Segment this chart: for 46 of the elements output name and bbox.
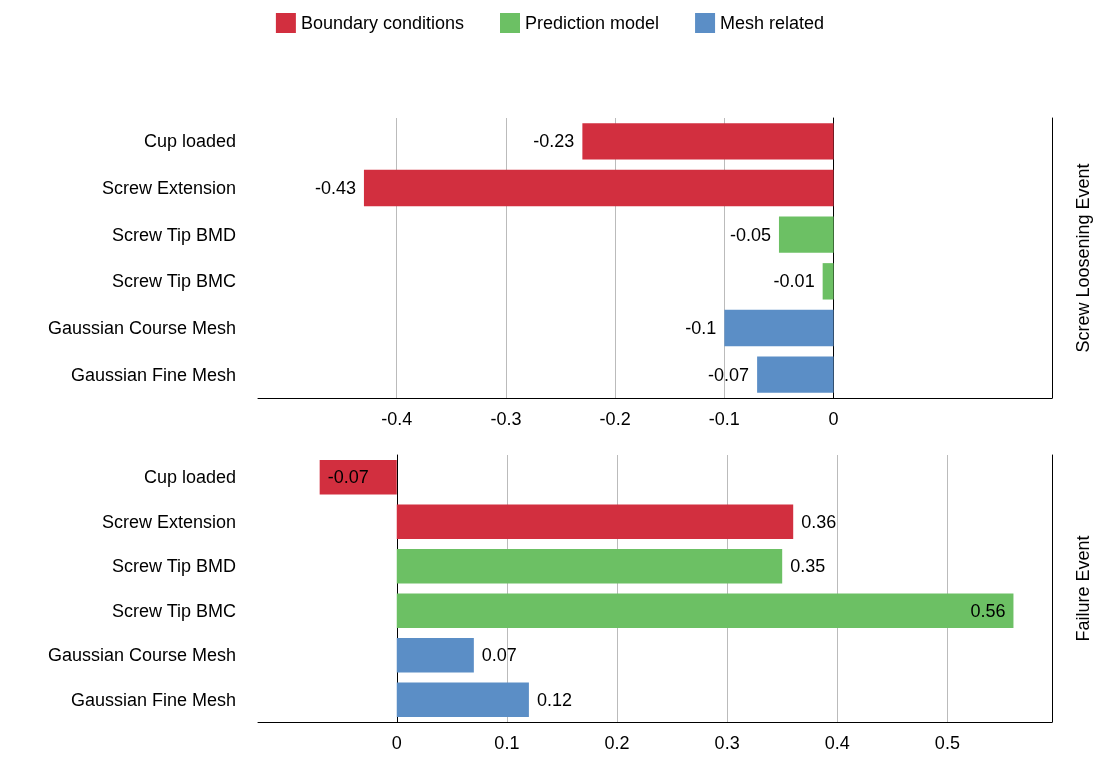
y-tick-label: Screw Tip BMD (111, 556, 236, 577)
bar (396, 682, 529, 718)
data-label: -0.23 (533, 131, 575, 152)
y-tick-label: Gaussian Fine Mesh (70, 364, 236, 385)
y-tick-label: Screw Extension (101, 511, 236, 532)
data-label: -0.07 (708, 364, 750, 385)
data-label: 0.56 (970, 600, 1006, 621)
x-tick-label: -0.1 (708, 409, 740, 429)
y2-axis-title: Screw Loosening Event (1073, 163, 1093, 353)
y-tick-label: Gaussian Fine Mesh (70, 689, 236, 710)
data-label: 0.12 (536, 689, 572, 710)
data-label: -0.07 (327, 467, 369, 488)
y-tick-label: Screw Tip BMD (111, 224, 236, 245)
y-tick-label: Gaussian Course Mesh (47, 318, 236, 338)
legend-label: Prediction model (524, 13, 660, 33)
x-tick-label: 0 (391, 733, 402, 753)
bar (396, 504, 794, 540)
x-tick-label: 0.5 (934, 733, 960, 753)
data-label: -0.43 (314, 178, 356, 198)
data-label: 0.35 (790, 556, 826, 577)
x-tick-label: 0 (828, 409, 839, 429)
y-tick-label: Gaussian Course Mesh (47, 645, 236, 666)
y-tick-label: Screw Extension (101, 178, 236, 198)
bar (396, 593, 1014, 629)
x-tick-label: -0.3 (490, 409, 522, 429)
data-label: -0.01 (773, 271, 815, 292)
data-label: 0.36 (801, 511, 837, 532)
legend-label: Mesh related (720, 13, 825, 33)
x-tick-label: 0.1 (494, 733, 520, 753)
x-tick-label: 0.3 (714, 733, 740, 753)
y2-axis-title: Failure Event (1073, 535, 1093, 642)
x-tick-label: -0.2 (599, 409, 631, 429)
x-tick-label: 0.4 (824, 733, 850, 753)
data-label: 0.07 (481, 645, 517, 666)
y-tick-label: Cup loaded (143, 131, 236, 152)
legend-label: Boundary conditions (300, 13, 464, 33)
bar (319, 459, 397, 495)
y-tick-label: Cup loaded (143, 467, 236, 488)
y-tick-label: Screw Tip BMC (111, 600, 236, 621)
data-label: -0.1 (685, 318, 717, 338)
x-tick-label: -0.4 (381, 409, 413, 429)
y-tick-label: Screw Tip BMC (111, 271, 236, 292)
bar (396, 637, 474, 673)
data-label: -0.05 (729, 224, 771, 245)
x-tick-label: 0.2 (604, 733, 630, 753)
bar (396, 548, 783, 584)
